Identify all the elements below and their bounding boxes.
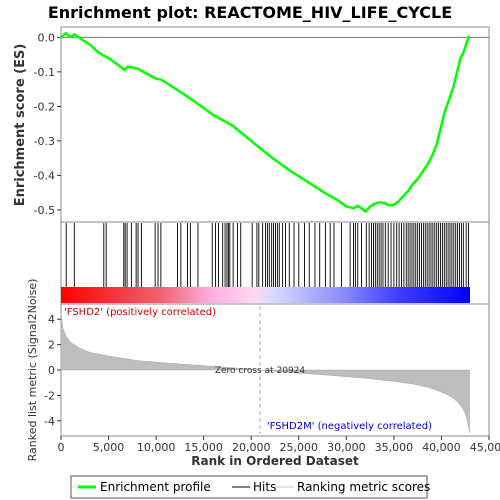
x-tick-label: 30,000 <box>327 441 366 454</box>
es-panel-frame <box>60 26 490 223</box>
es-y-axis-label: Enrichment score (ES) <box>13 44 28 207</box>
es-y-axis: 0.0 -0.1 -0.2 -0.3 -0.4 -0.5 <box>34 31 61 217</box>
x-tick-label: 0 <box>58 441 65 454</box>
x-tick-label: 15,000 <box>184 441 223 454</box>
negative-correlation-label: 'FSHD2M' (negatively correlated) <box>267 421 432 432</box>
es-y-tick-label: -0.1 <box>34 66 55 79</box>
metric-y-tick-label: 2 <box>48 339 55 352</box>
ranking-metric-series <box>60 312 470 433</box>
x-axis: 0 5,000 10,000 15,000 20,000 25,000 30,000 35,0… <box>58 436 500 454</box>
x-axis-label: Rank in Ordered Dataset <box>191 454 359 468</box>
metric-y-tick-label: -2 <box>44 389 55 402</box>
x-tick-label: 25,000 <box>280 441 319 454</box>
chart-title: Enrichment plot: REACTOME_HIV_LIFE_CYCLE <box>48 3 452 22</box>
metric-y-axis-label: Ranked list metric (Signal2Noise) <box>26 279 39 462</box>
legend-hits-label: Hits <box>253 480 276 494</box>
x-tick-label: 45,000 <box>470 441 500 454</box>
es-y-tick-label: -0.5 <box>34 204 55 217</box>
rank-color-bar <box>61 287 470 303</box>
x-tick-label: 10,000 <box>137 441 176 454</box>
ranking-metric-area <box>60 312 470 433</box>
x-tick-label: 40,000 <box>422 441 461 454</box>
positive-correlation-label: 'FSHD2' (positively correlated) <box>64 307 216 318</box>
legend-scores-label: Ranking metric scores <box>297 480 430 494</box>
es-y-tick-label: -0.2 <box>34 100 55 113</box>
metric-y-tick-label: 4 <box>48 313 55 326</box>
es-y-tick-label: -0.4 <box>34 169 55 182</box>
enrichment-profile-series <box>60 31 471 213</box>
metric-y-tick-label: 0 <box>48 364 55 377</box>
x-tick-label: 20,000 <box>232 441 271 454</box>
es-y-tick-label: 0.0 <box>38 31 56 44</box>
hits-track <box>65 223 470 287</box>
x-tick-label: 35,000 <box>375 441 414 454</box>
enrichment-profile-line <box>60 31 471 213</box>
x-tick-label: 5,000 <box>93 441 125 454</box>
metric-y-axis: 4 2 0 -2 -4 <box>44 313 61 428</box>
metric-y-tick-label: -4 <box>44 415 55 428</box>
es-y-tick-label: -0.3 <box>34 135 55 148</box>
legend-profile-label: Enrichment profile <box>100 480 211 494</box>
zero-cross-label: Zero cross at 20924 <box>215 366 306 376</box>
